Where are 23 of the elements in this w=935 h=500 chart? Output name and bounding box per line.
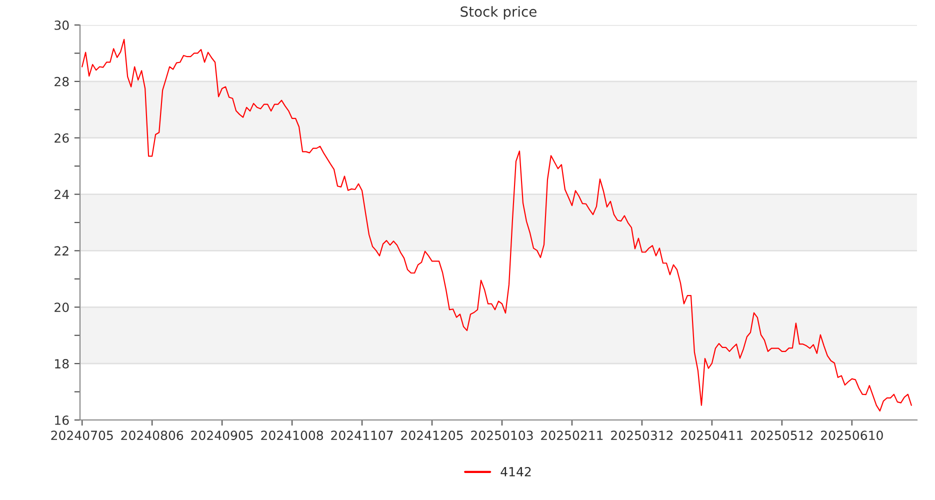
x-tick-label: 20241205 bbox=[401, 430, 463, 440]
y-tick-label: 30 bbox=[54, 20, 69, 30]
y-tick-label: 26 bbox=[54, 133, 69, 143]
y-tick-label: 28 bbox=[54, 76, 69, 86]
chart-title: Stock price bbox=[460, 6, 536, 20]
x-tick-label: 20241107 bbox=[331, 430, 393, 440]
y-tick-label: 22 bbox=[54, 246, 68, 256]
legend-label: 4142 bbox=[500, 467, 531, 476]
x-tick-label: 20250103 bbox=[471, 430, 533, 440]
x-tick-label: 20250512 bbox=[751, 430, 812, 440]
y-tick-label: 20 bbox=[54, 302, 69, 312]
x-tick-label: 20250312 bbox=[611, 430, 673, 440]
x-tick-label: 20250411 bbox=[681, 430, 743, 440]
x-tick-label: 20240806 bbox=[121, 430, 184, 440]
line-series bbox=[82, 38, 912, 412]
y-tick-label: 18 bbox=[55, 359, 69, 368]
x-tick-label: 20240905 bbox=[191, 430, 253, 440]
x-tick-label: 20241008 bbox=[261, 430, 324, 440]
x-tick-label: 20250610 bbox=[821, 430, 883, 440]
x-tick-label: 20240705 bbox=[51, 430, 113, 440]
y-tick-label: 24 bbox=[54, 190, 69, 200]
y-tick-label: 16 bbox=[55, 415, 69, 425]
x-tick-label: 20250211 bbox=[541, 430, 603, 440]
